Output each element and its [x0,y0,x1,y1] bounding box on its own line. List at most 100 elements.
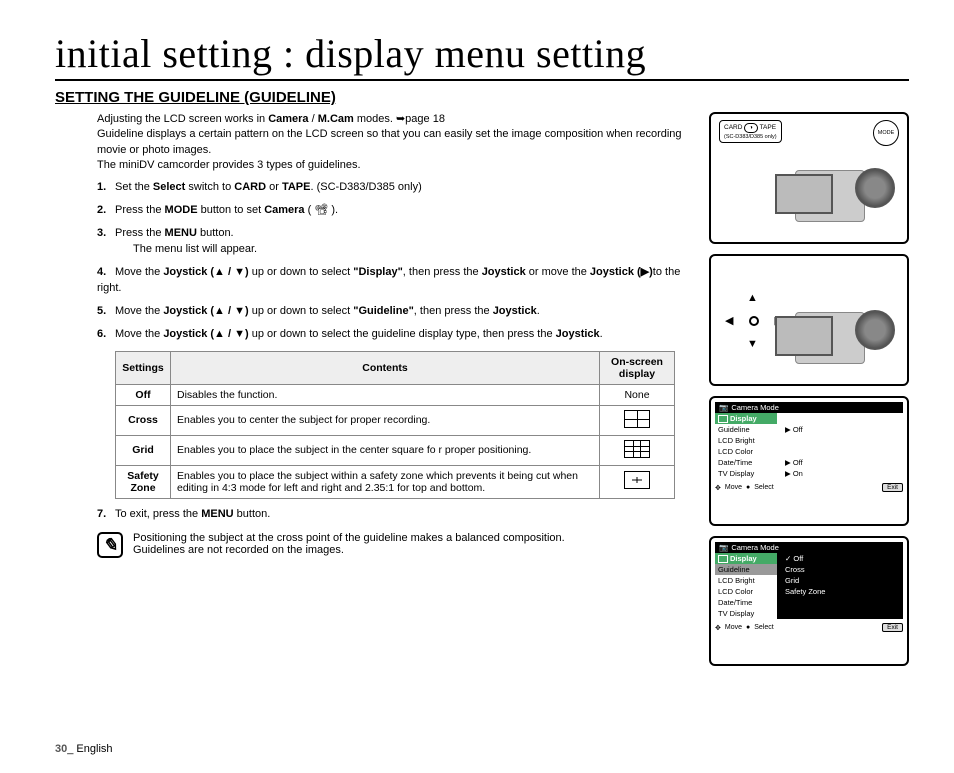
t: Joystick [482,266,526,278]
menu-item: Display [715,553,777,564]
settings-table: Settings Contents On-screen display Off … [115,351,675,499]
th: On-screen display [600,351,675,384]
t: TV Display [718,609,754,618]
cross-icon [624,410,650,428]
menu-val [783,435,903,446]
t: Select [153,181,185,193]
t: CARD [724,124,742,131]
menu-item: TV Display [715,468,777,479]
t: Guidelines are not recorded on the image… [133,544,344,556]
t: LCD Bright [718,436,755,445]
n: 1. [97,180,115,195]
t: , then press the [414,305,493,317]
menu-val: ▶ Off [783,424,903,435]
t: up or down to select the guideline displ… [249,328,556,340]
th: Settings [116,351,171,384]
t: (SC-D383/D385 only) [724,134,777,140]
td [600,435,675,465]
td: Cross [116,405,171,435]
menu-val [783,413,903,424]
t: Guideline [718,565,750,574]
note-text: Positioning the subject at the cross poi… [133,532,565,556]
t: LCD Color [718,587,753,596]
t: Camera [268,113,308,125]
t: Guideline displays a certain pattern on … [97,128,682,155]
menu-item: LCD Color [715,586,777,597]
t: MENU [165,227,197,239]
t: Select [754,484,773,491]
t: Joystick [493,305,537,317]
menu-item: Display [715,413,777,424]
t: modes. ➥page 18 [354,113,445,125]
t: Set the [115,181,153,193]
td: Disables the function. [171,384,600,405]
t: / [309,113,318,125]
camera-body [775,160,895,230]
td: Safety Zone [116,465,171,498]
t: Positioning the subject at the cross poi… [133,532,565,544]
menu-val: Cross [783,564,903,575]
td [600,465,675,498]
t: Joystick (▶) [590,266,653,278]
t: Press the [115,204,165,216]
t: up or down to select [249,266,354,278]
intro-text: Adjusting the LCD screen works in Camera… [97,112,691,174]
menu-item: Guideline [715,564,777,575]
t: The menu list will appear. [133,242,691,257]
t: LCD Color [718,447,753,456]
menu-item: LCD Bright [715,435,777,446]
page-number: 30 [55,743,67,755]
menu-footer: ✥ Move ● Select Exit [715,483,903,492]
page-title: initial setting : display menu setting [55,30,909,81]
menu-val: Safety Zone [783,586,903,597]
menu-header: 📷 Camera Mode [715,402,903,413]
mode-callout: MODE [873,120,899,146]
menu-val: ▶ Off [783,457,903,468]
th: Contents [171,351,600,384]
n: 3. [97,226,115,241]
t: Display [730,554,757,563]
t: Camera Mode [731,403,779,412]
main-content: Adjusting the LCD screen works in Camera… [55,112,691,666]
t: up or down to select [249,305,354,317]
t: CARD [234,181,266,193]
td: Enables you to center the subject for pr… [171,405,600,435]
t: or [266,181,282,193]
t: Joystick (▲ / ▼) [163,305,248,317]
t: "Guideline" [353,305,414,317]
t: The miniDV camcorder provides 3 types of… [97,159,361,171]
t: or move the [526,266,590,278]
t: Adjusting the LCD screen works in [97,113,268,125]
t: "Display" [353,266,403,278]
steps-list: 1.Set the Select switch to CARD or TAPE.… [97,180,691,343]
t: Display [730,414,757,423]
safety-zone-icon [624,471,650,489]
menu-val: Off [783,553,903,564]
t: Camera Mode [731,543,779,552]
t: Move the [115,328,163,340]
td: None [600,384,675,405]
t: Date/Time [718,458,752,467]
menu-header: 📷 Camera Mode [715,542,903,553]
t: TAPE [760,124,777,131]
t: TV Display [718,469,754,478]
menu-item: Guideline [715,424,777,435]
t: TAPE [282,181,311,193]
menu-screen-2: 📷 Camera Mode Display Guideline LCD Brig… [709,536,909,666]
menu-item: Date/Time [715,597,777,608]
menu-val: ▶ On [783,468,903,479]
t: M.Cam [318,113,354,125]
exit-button: Exit [882,623,903,632]
card-tape-callout: CARD ◑ TAPE (SC-D383/D385 only) [719,120,782,143]
menu-footer: ✥ Move ● Select Exit [715,623,903,632]
section-heading: SETTING THE GUIDELINE (GUIDELINE) [55,89,909,106]
t: Camera [264,204,304,216]
t: LCD Bright [718,576,755,585]
td: Enables you to place the subject in the … [171,435,600,465]
t: Move [725,624,742,631]
page-footer: 30_ English [55,743,113,755]
switch-icon: ◑ [744,123,758,133]
t: Guideline [718,425,750,434]
grid-icon [624,440,650,458]
n: 2. [97,203,115,218]
